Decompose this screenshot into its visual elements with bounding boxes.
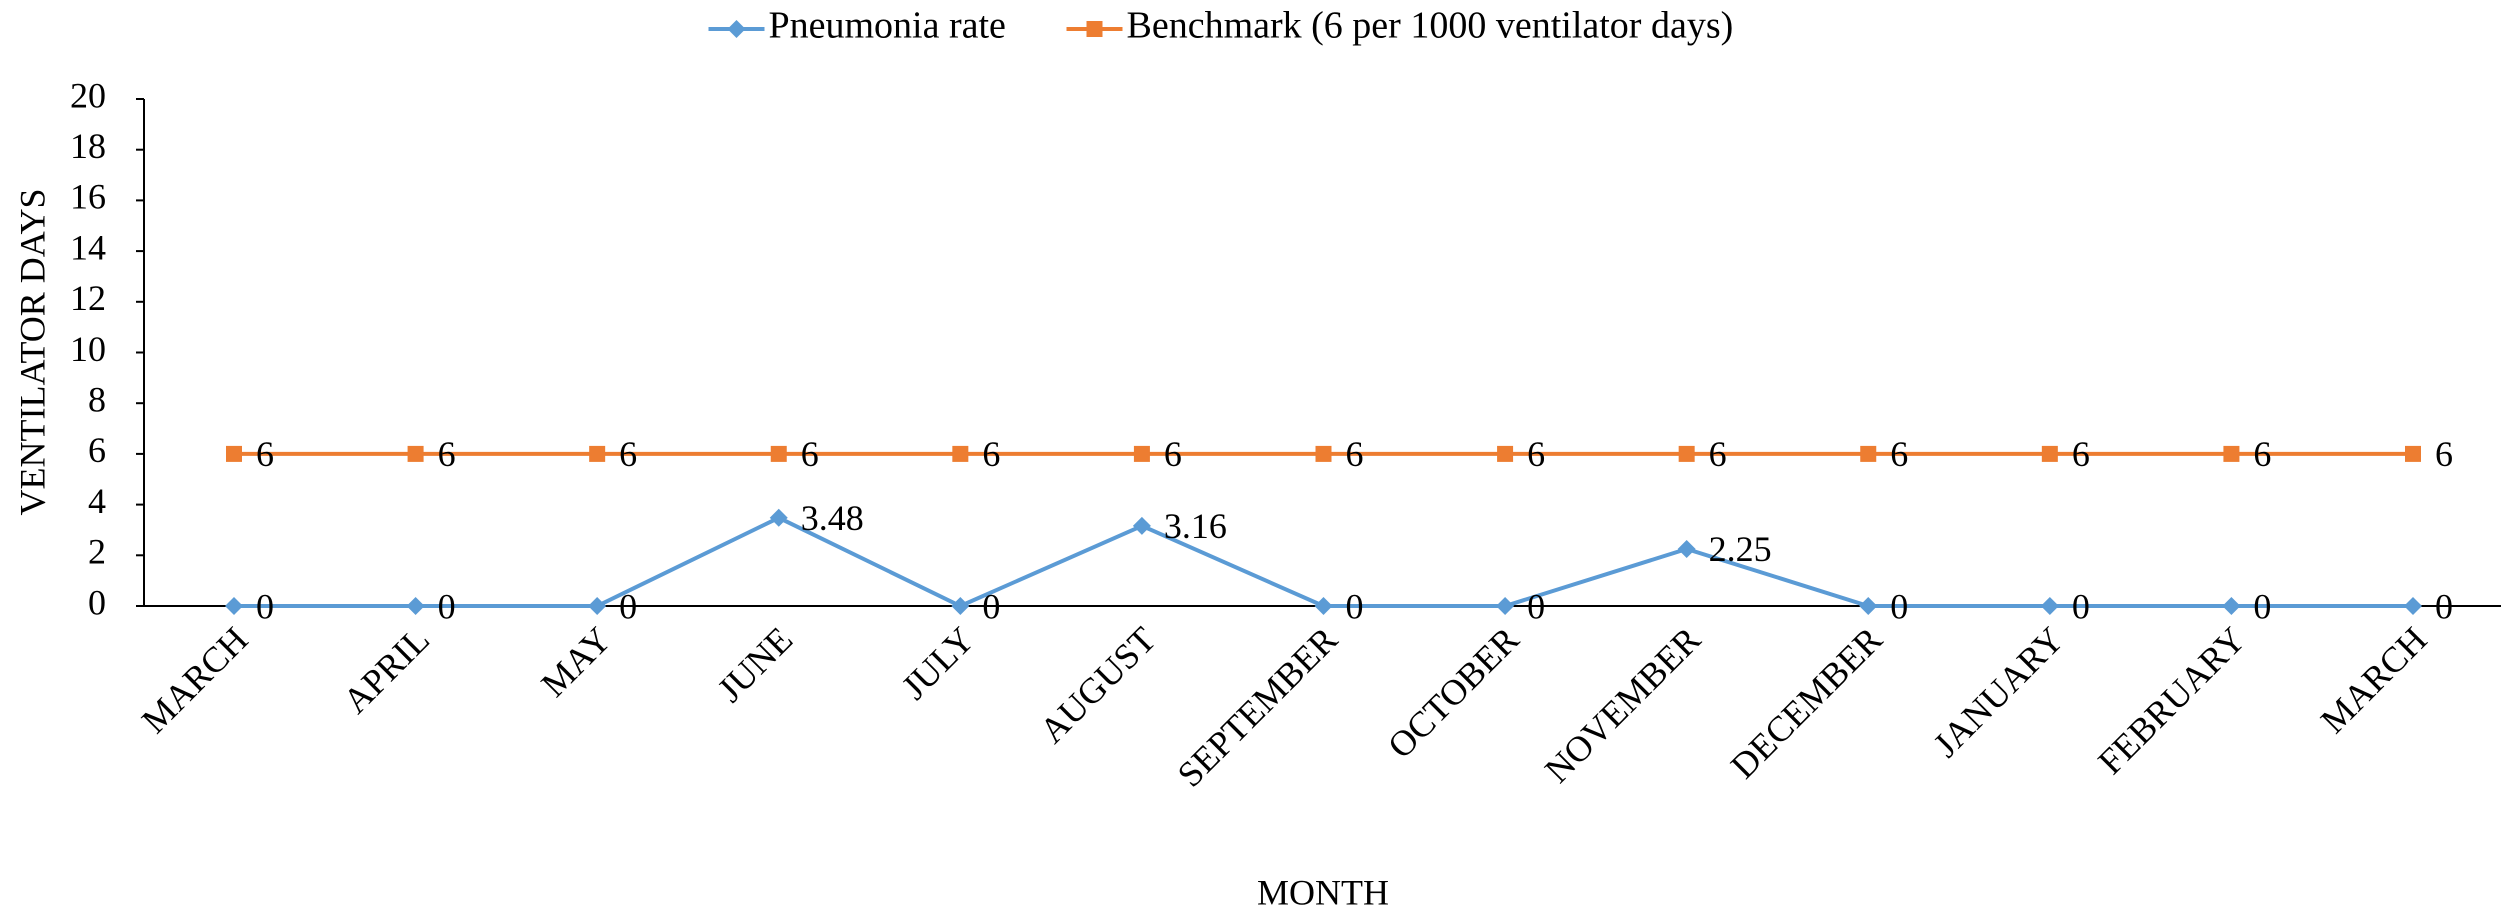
x-tick-label: OCTOBER: [1380, 619, 1527, 766]
data-label: 0: [1346, 586, 1364, 626]
y-tick-label: 16: [70, 177, 106, 217]
marker: [1497, 445, 1514, 462]
y-tick-label: 2: [88, 532, 106, 572]
data-label: 6: [1164, 434, 1182, 474]
data-label: 0: [982, 586, 1000, 626]
marker: [952, 445, 969, 462]
x-tick-label: FEBRUARY: [2090, 619, 2253, 782]
data-label: 6: [1346, 434, 1364, 474]
data-label: 0: [256, 586, 274, 626]
data-label: 6: [2253, 434, 2271, 474]
marker: [407, 445, 424, 462]
marker: [1133, 445, 1150, 462]
x-tick-label: JUNE: [710, 619, 801, 710]
data-label: 0: [2072, 586, 2090, 626]
data-label: 0: [619, 586, 637, 626]
y-tick-label: 10: [70, 329, 106, 369]
marker: [769, 508, 788, 527]
x-tick-label: SEPTEMBER: [1170, 619, 1345, 794]
x-tick-label: JANUARY: [1926, 619, 2072, 765]
marker: [1086, 21, 1103, 37]
y-tick-label: 20: [70, 75, 106, 115]
marker: [406, 597, 425, 615]
y-tick-label: 18: [70, 126, 106, 166]
y-tick-label: 12: [70, 278, 106, 318]
x-tick-label: APRIL: [335, 619, 437, 721]
y-tick-label: 4: [88, 481, 106, 521]
x-tick-label: AUGUST: [1032, 619, 1164, 751]
x-tick-label: MAY: [533, 619, 618, 704]
data-label: 0: [438, 586, 456, 626]
y-axis-label: VENTILATOR DAYS: [12, 188, 52, 515]
data-label: 6: [1890, 434, 1908, 474]
marker: [2405, 445, 2421, 462]
data-label: 6: [619, 434, 637, 474]
x-tick-label: MARCH: [134, 619, 256, 741]
marker: [770, 445, 787, 462]
marker: [1315, 445, 1332, 462]
legend-label: Benchmark (6 per 1000 ventilator days): [1127, 5, 1734, 47]
data-label: 6: [801, 434, 819, 474]
data-label: 6: [1527, 434, 1545, 474]
data-label: 6: [2435, 434, 2453, 474]
legend-label: Pneumonia rate: [769, 5, 1006, 47]
marker: [1678, 445, 1695, 462]
data-label: 6: [982, 434, 1000, 474]
y-tick-label: 0: [88, 582, 106, 622]
marker: [727, 20, 746, 38]
y-tick-label: 14: [70, 227, 106, 267]
data-label: 0: [2435, 586, 2453, 626]
marker: [1496, 597, 1515, 615]
marker: [1314, 597, 1333, 615]
data-label: 2.25: [1709, 529, 1772, 569]
marker: [589, 445, 606, 462]
data-label: 0: [2253, 586, 2271, 626]
marker: [1132, 516, 1151, 535]
data-label: 0: [1890, 586, 1908, 626]
marker: [226, 445, 242, 462]
marker: [588, 597, 607, 615]
marker: [2404, 597, 2422, 615]
marker: [2040, 597, 2059, 615]
x-tick-label: MARCH: [2313, 619, 2435, 741]
marker: [2222, 597, 2241, 615]
marker: [951, 597, 970, 615]
marker: [1859, 597, 1878, 615]
data-label: 6: [438, 434, 456, 474]
y-tick-label: 8: [88, 379, 106, 419]
marker: [1677, 539, 1696, 558]
marker: [2223, 445, 2240, 462]
data-label: 3.16: [1164, 506, 1227, 546]
marker: [1860, 445, 1877, 462]
data-label: 0: [1527, 586, 1545, 626]
x-axis-label: MONTH: [1257, 872, 1389, 912]
y-tick-label: 6: [88, 430, 106, 470]
data-label: 3.48: [801, 498, 864, 538]
x-tick-label: DECEMBER: [1723, 619, 1890, 786]
data-label: 6: [2072, 434, 2090, 474]
x-tick-label: JULY: [894, 619, 982, 707]
data-label: 6: [256, 434, 274, 474]
data-label: 6: [1709, 434, 1727, 474]
marker: [225, 597, 243, 615]
x-tick-label: NOVEMBER: [1537, 619, 1708, 790]
marker: [2041, 445, 2058, 462]
